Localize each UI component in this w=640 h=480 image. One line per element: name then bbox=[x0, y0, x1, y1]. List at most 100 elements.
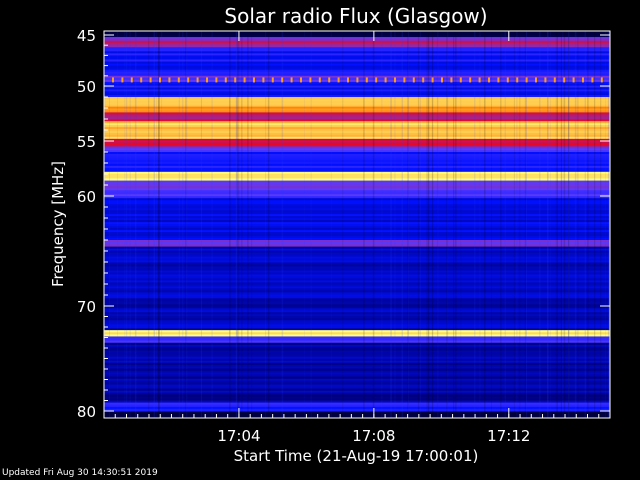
interference-dash bbox=[168, 77, 171, 83]
spectral-row bbox=[104, 121, 610, 124]
interference-dash bbox=[243, 77, 246, 83]
x-tick-label: 17:08 bbox=[352, 427, 395, 445]
spectral-row bbox=[104, 282, 610, 285]
striation bbox=[436, 31, 438, 418]
spectral-row bbox=[104, 39, 610, 42]
interference-dash bbox=[121, 77, 124, 83]
interference-dash bbox=[394, 77, 396, 83]
spectral-row bbox=[104, 167, 610, 171]
spectral-row bbox=[104, 204, 610, 207]
spectral-row bbox=[104, 152, 610, 155]
spectral-row bbox=[104, 214, 610, 217]
striation bbox=[267, 31, 270, 418]
spectral-row bbox=[104, 148, 610, 151]
spectral-row bbox=[104, 274, 610, 277]
spectral-row bbox=[104, 178, 610, 182]
spectral-row bbox=[104, 250, 610, 254]
spectral-row bbox=[104, 240, 610, 243]
striation bbox=[134, 31, 136, 418]
striation bbox=[129, 31, 131, 418]
spectral-row bbox=[104, 153, 610, 157]
striation bbox=[428, 31, 430, 418]
spectral-row bbox=[104, 246, 610, 250]
spectral-row bbox=[104, 212, 610, 215]
spectral-row bbox=[104, 190, 610, 193]
striation bbox=[235, 31, 238, 418]
spectral-row bbox=[104, 140, 610, 144]
spectral-row bbox=[104, 144, 610, 147]
striation bbox=[563, 31, 566, 418]
spectral-row bbox=[104, 180, 610, 184]
spectral-band bbox=[104, 121, 610, 140]
spectral-row bbox=[104, 89, 610, 92]
spectral-row bbox=[104, 83, 610, 87]
x-axis: 17:04 17:08 17:12 bbox=[103, 31, 600, 445]
striation bbox=[513, 31, 515, 418]
interference-dash bbox=[159, 77, 161, 83]
spectral-row bbox=[104, 202, 610, 205]
striation bbox=[560, 31, 562, 418]
spectral-band bbox=[104, 240, 610, 248]
interference-dash bbox=[365, 77, 368, 83]
striation bbox=[419, 31, 421, 418]
striation bbox=[605, 31, 606, 418]
spectral-row bbox=[104, 236, 610, 239]
striation bbox=[504, 31, 506, 418]
spectral-row bbox=[104, 404, 610, 408]
spectral-band bbox=[104, 198, 610, 241]
striation bbox=[381, 31, 383, 418]
spectral-row bbox=[104, 93, 610, 96]
spectral-row bbox=[104, 354, 610, 358]
x-tick-label: 17:12 bbox=[487, 427, 530, 445]
spectral-row bbox=[104, 344, 610, 348]
striation bbox=[550, 31, 551, 418]
spectral-row bbox=[104, 218, 610, 221]
spectral-row bbox=[104, 300, 610, 303]
striation bbox=[251, 31, 253, 418]
spectral-row bbox=[104, 270, 610, 273]
interference-dash bbox=[535, 77, 537, 83]
spectral-band bbox=[104, 152, 610, 173]
spectral-row bbox=[104, 326, 610, 329]
striation bbox=[484, 31, 486, 418]
spectral-row bbox=[104, 292, 610, 295]
spectral-row bbox=[104, 298, 610, 301]
spectral-row bbox=[104, 95, 610, 98]
striation bbox=[153, 31, 155, 418]
spectral-row bbox=[104, 244, 610, 248]
striation bbox=[126, 31, 128, 418]
spectral-row bbox=[104, 318, 610, 321]
spectral-row bbox=[104, 248, 610, 252]
spectral-row bbox=[104, 57, 610, 60]
spectral-row bbox=[104, 314, 610, 317]
striation bbox=[109, 31, 110, 418]
interference-dash bbox=[553, 77, 556, 83]
spectral-row bbox=[104, 102, 610, 106]
plot-area bbox=[104, 31, 610, 418]
striation bbox=[158, 31, 159, 418]
spectral-row bbox=[104, 114, 610, 118]
striation bbox=[539, 31, 541, 418]
spectral-row bbox=[104, 372, 610, 376]
spectral-band bbox=[104, 81, 610, 98]
spectral-row bbox=[104, 356, 610, 360]
spectral-row bbox=[104, 194, 610, 197]
spectral-row bbox=[104, 230, 610, 233]
spectral-row bbox=[104, 119, 610, 122]
interference-dash bbox=[412, 77, 415, 83]
interference-dash bbox=[356, 77, 359, 83]
spectral-band bbox=[104, 180, 610, 189]
interference-dash bbox=[140, 77, 143, 83]
spectral-row bbox=[104, 284, 610, 287]
spectral-row bbox=[104, 368, 610, 372]
striation bbox=[186, 31, 188, 418]
striation bbox=[158, 31, 160, 418]
spectral-band bbox=[104, 336, 610, 344]
spectral-row bbox=[104, 129, 610, 132]
spectral-row bbox=[104, 340, 610, 344]
spectral-row bbox=[104, 208, 610, 211]
striation bbox=[330, 31, 332, 418]
spectral-row bbox=[104, 222, 610, 225]
spectral-row bbox=[104, 134, 610, 138]
spectral-row bbox=[104, 398, 610, 402]
